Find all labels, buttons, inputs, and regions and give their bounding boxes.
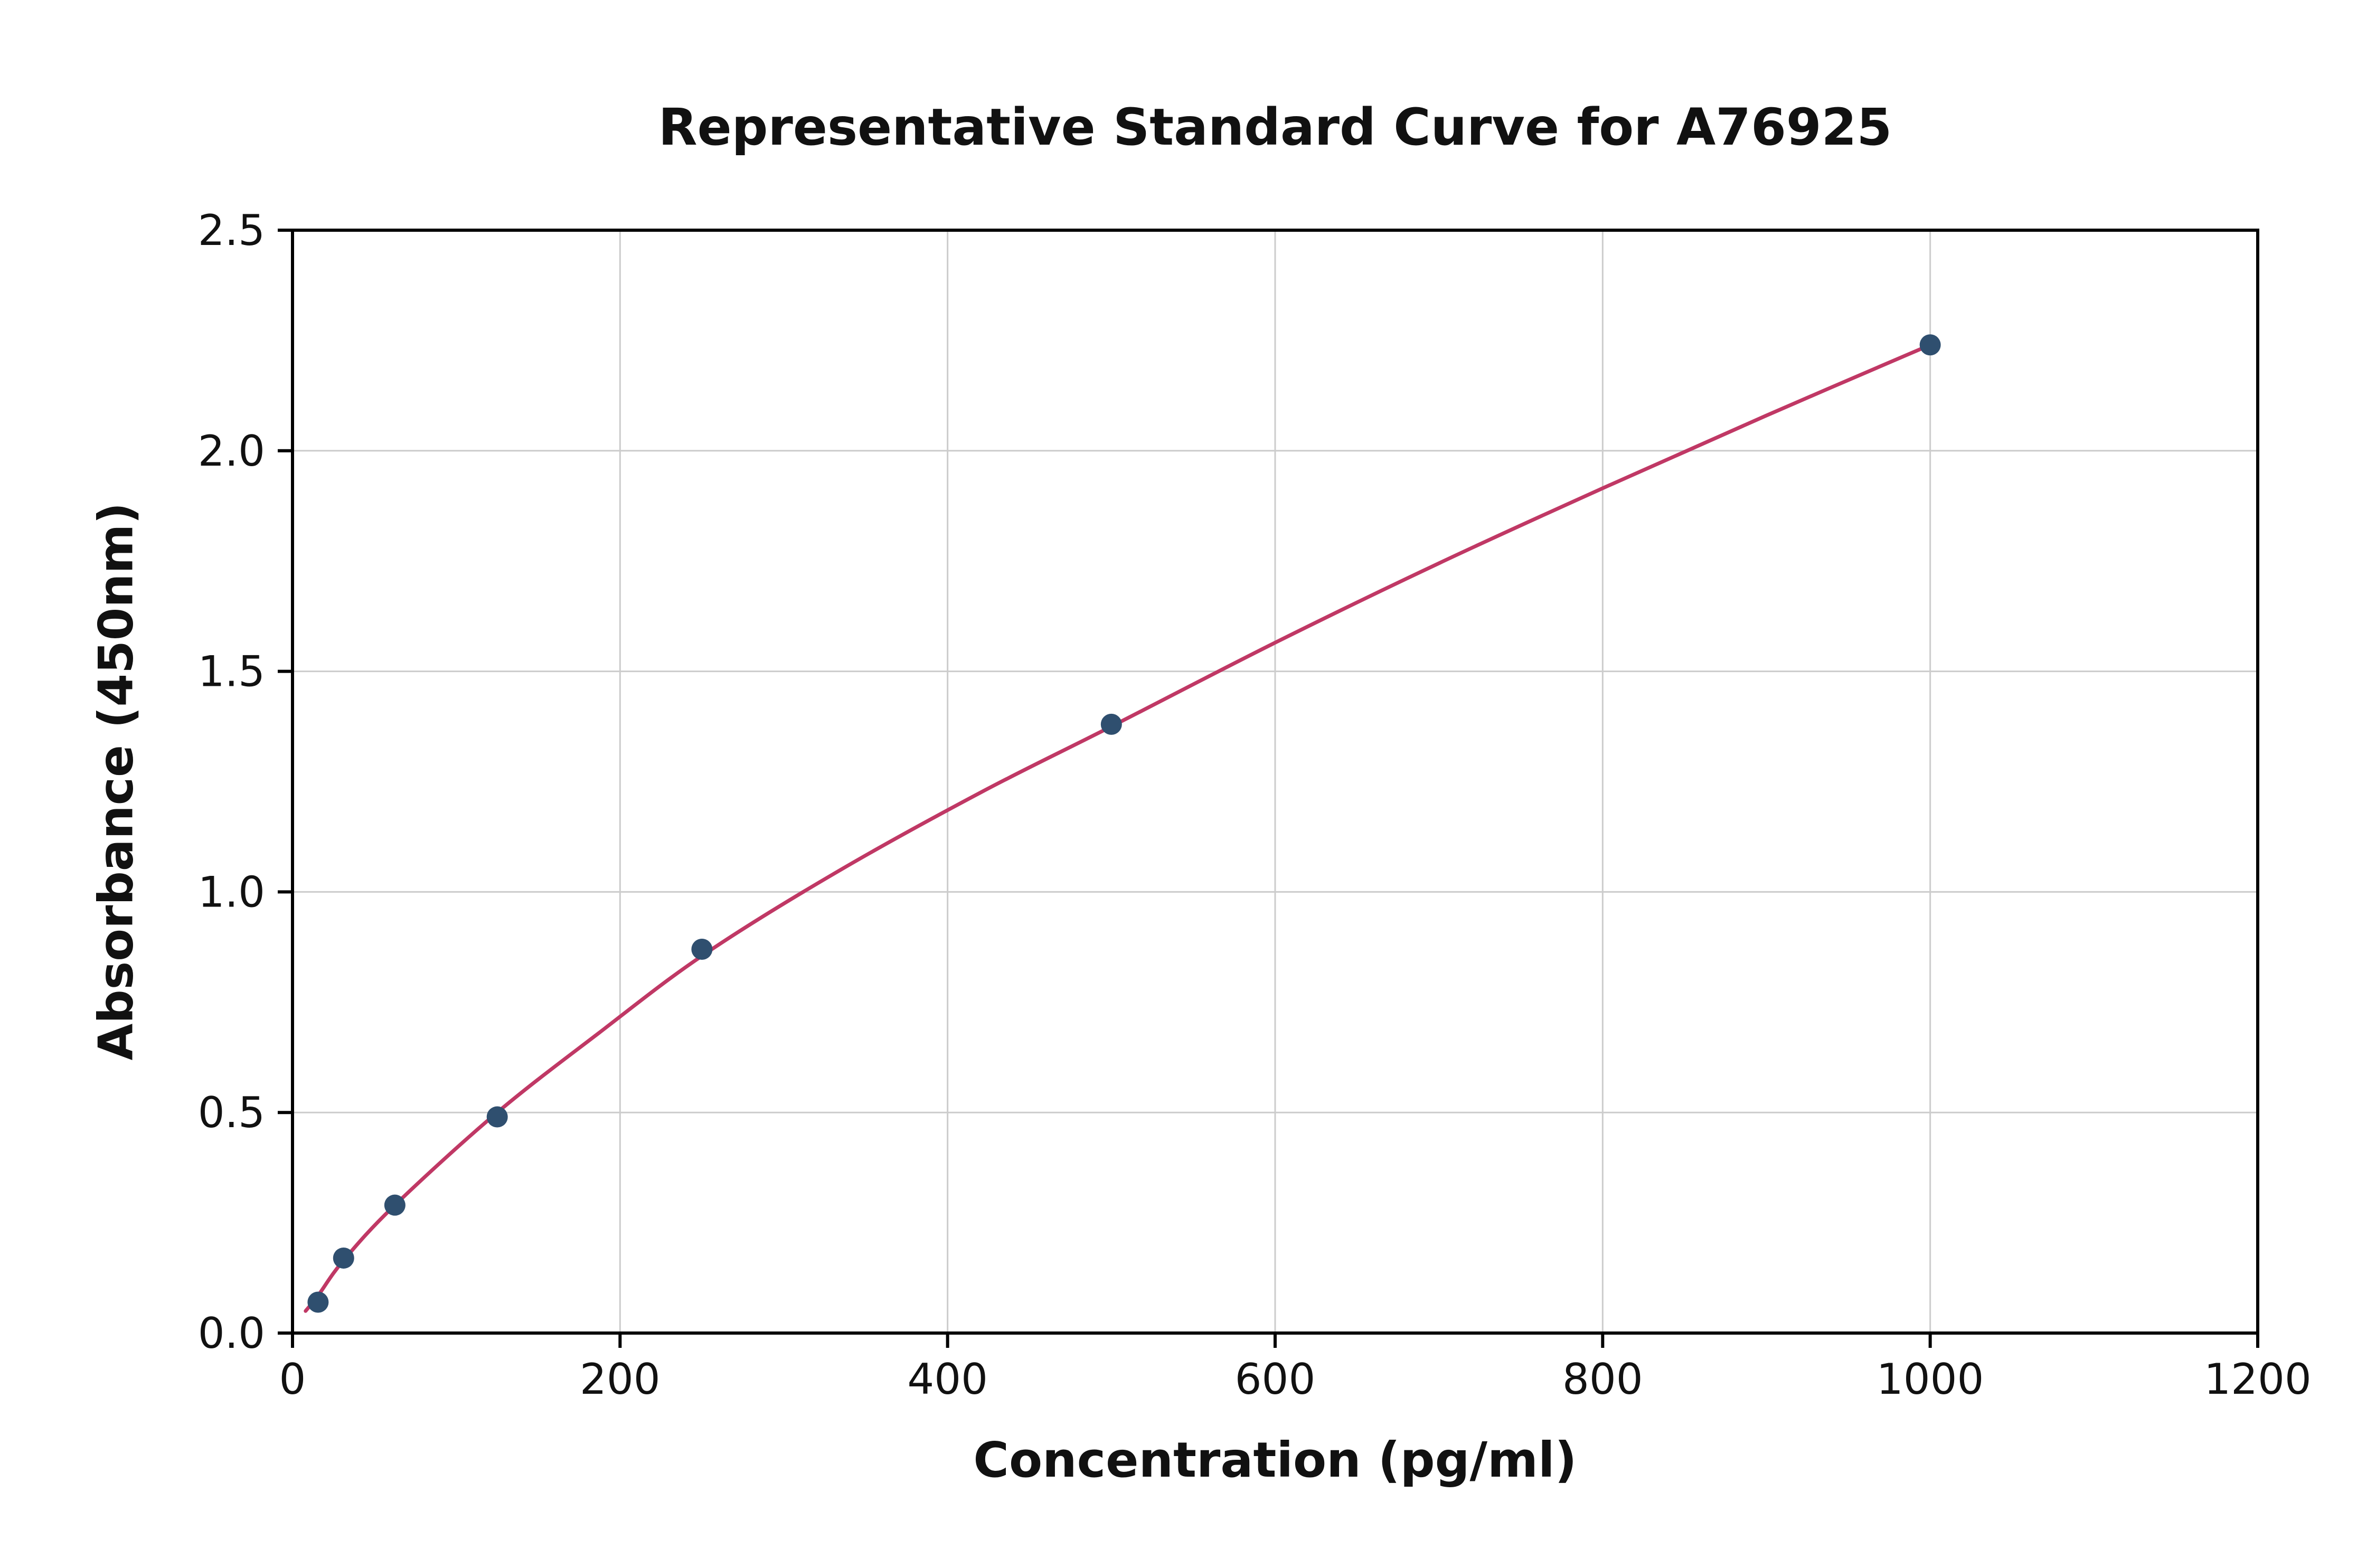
- x-tick-label: 800: [1562, 1355, 1643, 1404]
- data-point: [307, 1291, 329, 1313]
- data-point: [486, 1106, 508, 1128]
- x-tick-label: 1000: [1877, 1355, 1984, 1404]
- data-point: [691, 939, 713, 960]
- x-tick-label: 200: [580, 1355, 661, 1404]
- x-tick-label: 600: [1235, 1355, 1316, 1404]
- y-tick-label: 1.0: [198, 867, 265, 917]
- data-point: [384, 1194, 406, 1216]
- chart-title: Representative Standard Curve for A76925: [658, 98, 1892, 157]
- data-point: [1919, 334, 1941, 356]
- y-tick-label: 2.5: [198, 206, 265, 255]
- y-tick-label: 2.0: [198, 427, 265, 476]
- y-tick-label: 1.5: [198, 647, 265, 696]
- x-axis-label: Concentration (pg/ml): [973, 1432, 1577, 1488]
- x-tick-label: 400: [907, 1355, 988, 1404]
- x-tick-label: 1200: [2204, 1355, 2312, 1404]
- x-tick-label: 0: [279, 1355, 306, 1404]
- y-tick-label: 0.0: [198, 1309, 265, 1358]
- fit-curve: [304, 343, 1932, 1313]
- data-point: [1100, 713, 1122, 735]
- y-tick-label: 0.5: [198, 1088, 265, 1137]
- data-point: [333, 1247, 354, 1269]
